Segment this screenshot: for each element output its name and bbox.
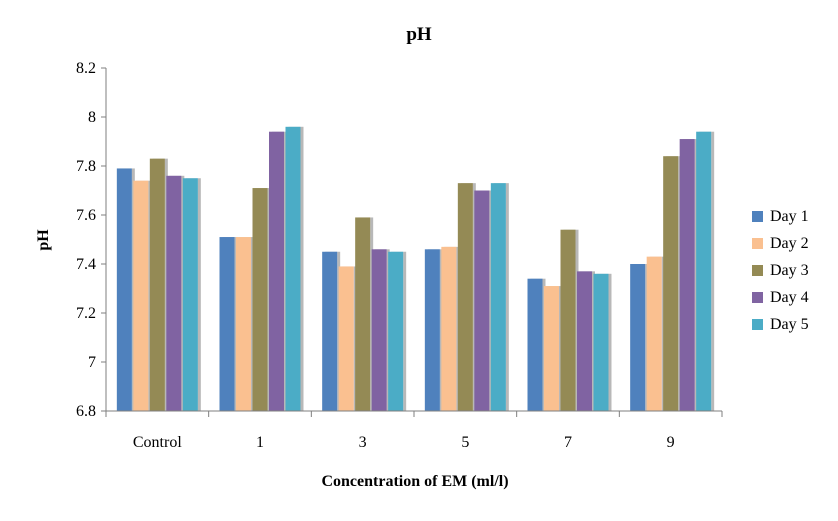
bar [441, 246, 457, 411]
bar [663, 156, 679, 411]
chart-title: pH [406, 24, 432, 45]
bar [133, 180, 149, 411]
bar [182, 178, 198, 411]
legend: Day 1 Day 2 Day 3 Day 4 Day 5 [752, 208, 809, 333]
legend-swatch [752, 238, 763, 249]
legend-label: Day 5 [770, 316, 809, 333]
bar [577, 271, 592, 411]
legend-swatch [752, 292, 763, 303]
y-tick-label: 7.4 [76, 256, 96, 273]
bar [166, 175, 182, 411]
bar [696, 131, 712, 411]
bar [149, 158, 165, 411]
x-tick-label: Control [133, 434, 182, 451]
bar [527, 278, 543, 411]
y-tick-label: 7.6 [76, 207, 96, 224]
legend-label: Day 1 [770, 208, 809, 225]
legend-swatch [752, 265, 763, 276]
bar [646, 256, 662, 411]
x-tick-label: 3 [359, 434, 367, 451]
bar [269, 131, 284, 411]
legend-label: Day 2 [770, 235, 809, 252]
bar [322, 251, 338, 411]
bar [593, 273, 609, 411]
bar [219, 237, 235, 411]
y-axis: 6.8 7 7.2 7.4 7.6 7.8 8 8.2 [76, 60, 107, 420]
y-tick-label: 7 [88, 354, 96, 371]
bar [355, 217, 371, 411]
bars [116, 126, 712, 412]
y-tick-label: 8 [88, 109, 96, 126]
legend-swatch [752, 319, 763, 330]
bar [388, 251, 404, 411]
bar [560, 229, 576, 411]
legend-label: Day 3 [770, 262, 809, 279]
bar [630, 264, 646, 411]
y-tick-label: 8.2 [76, 60, 96, 77]
bar [285, 126, 301, 412]
x-axis: Control 1 3 5 7 9 [105, 410, 723, 451]
bar [338, 266, 354, 411]
legend-label: Day 4 [770, 289, 809, 306]
x-tick-label: 7 [564, 434, 572, 451]
bar [544, 286, 559, 411]
y-axis-label: pH [35, 229, 52, 251]
bar [424, 249, 440, 411]
x-tick-label: 5 [461, 434, 469, 451]
y-tick-label: 7.8 [76, 158, 96, 175]
x-tick-label: 9 [667, 434, 675, 451]
y-tick-label: 6.8 [76, 403, 96, 420]
bar [679, 139, 695, 412]
bar [116, 168, 132, 411]
bar [490, 183, 506, 411]
x-tick-label: 1 [256, 434, 264, 451]
bar [474, 190, 490, 411]
x-axis-label: Concentration of EM (ml/l) [321, 473, 508, 490]
bar [371, 249, 387, 411]
y-tick-label: 7.2 [76, 305, 96, 322]
legend-swatch [752, 211, 763, 222]
bar [236, 237, 251, 411]
bar [252, 188, 268, 411]
bar [457, 183, 473, 411]
